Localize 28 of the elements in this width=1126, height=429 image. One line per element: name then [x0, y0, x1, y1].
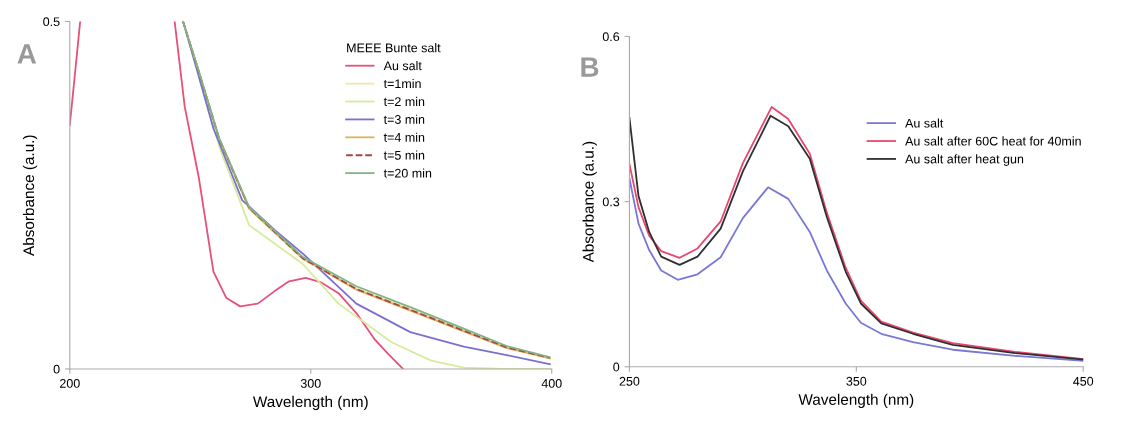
y-tick-label: 0.6: [602, 32, 620, 42]
legend-label: t=3 min: [383, 114, 425, 124]
y-axis-title: Absorbance (a.u.): [22, 135, 38, 256]
x-tick-label: 250: [619, 376, 640, 386]
x-tick-label: 450: [1073, 376, 1094, 386]
legend-label: t=20 min: [383, 168, 432, 178]
legend-label: t=1min: [383, 78, 421, 89]
legend-label: t=4 min: [383, 132, 425, 142]
text: A: [17, 44, 37, 64]
y-tick-label: 0: [53, 364, 60, 374]
y-tick-label: 0.3: [602, 197, 620, 207]
x-axis-title: Wavelength (nm): [252, 395, 368, 411]
legend-label: Au salt after heat gun: [905, 154, 1024, 166]
legend-label: Au salt after 60C heat for 40min: [905, 136, 1081, 146]
y-tick-label: 0: [613, 362, 620, 372]
legend-title: MEEE Bunte salt: [347, 43, 441, 53]
text: B: [581, 57, 599, 77]
x-axis-title: Wavelength (nm): [798, 393, 914, 408]
x-tick-label: 300: [300, 378, 321, 388]
legend-label: t=5 min: [383, 150, 425, 160]
x-tick-label: 400: [541, 378, 562, 388]
x-tick-label: 350: [846, 376, 867, 386]
legend-label: Au salt: [905, 118, 944, 128]
x-tick-label: 200: [60, 378, 80, 388]
legend-label: Au salt: [383, 61, 422, 71]
y-tick-label: 0.5: [43, 17, 60, 27]
legend-label: t=2 min: [383, 96, 425, 106]
y-axis-title: Absorbance (a.u.): [582, 141, 597, 263]
